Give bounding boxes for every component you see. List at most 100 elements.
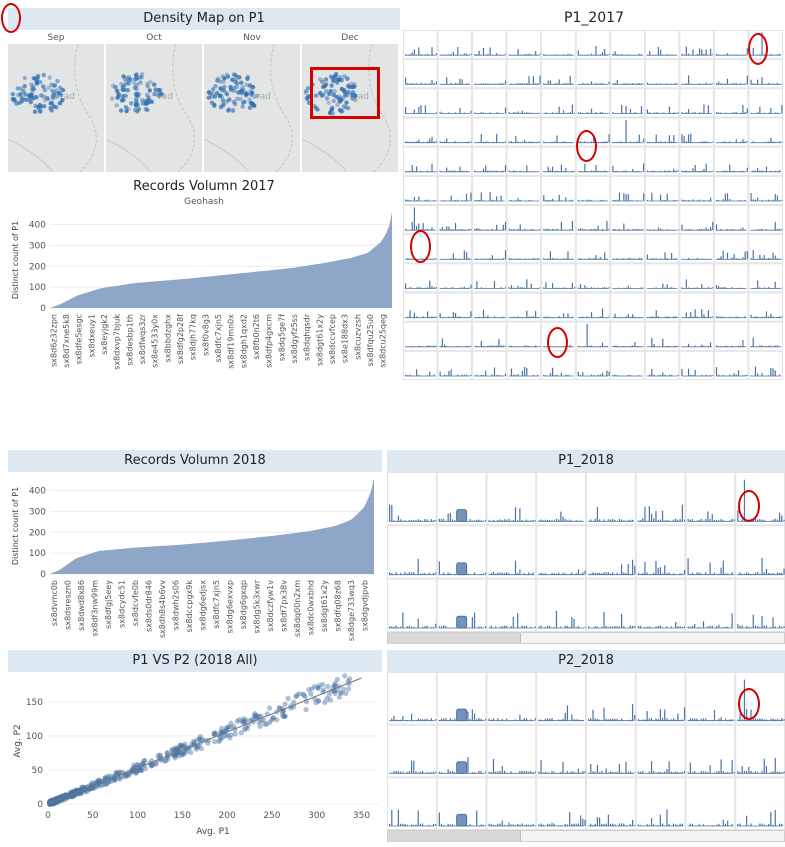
map-dot [143,106,148,112]
spark-bar [677,519,679,522]
spark-bar [774,518,776,522]
spark-bar [707,825,709,826]
spark-bar [582,719,584,721]
spark-cell [541,175,576,205]
spark-bar [560,825,562,826]
spark-bar [761,77,763,85]
spark-bar [701,374,703,376]
spark-bar [618,763,620,774]
spark-bar [519,569,521,575]
spark-bar [765,287,768,289]
spark-bar [498,258,500,260]
spark-bar [661,718,664,721]
spark-bar [616,375,618,376]
spark-bar [689,519,691,522]
spark-bar [524,83,526,85]
p2-2018-scroll-thumb[interactable] [388,831,521,841]
p1-2018-scrollbar[interactable] [387,632,785,644]
spark-bar [724,573,727,575]
spark-bar [530,229,532,231]
map-dot [320,79,325,84]
spark-bar [761,345,763,347]
spark-bar [735,112,737,114]
spark-bar [783,771,785,774]
spark-bar [433,627,435,628]
spark-bar [711,514,713,522]
spark-bar [528,53,530,56]
scatter-point [117,769,123,775]
map-dot [233,73,239,79]
spark-bar [490,625,492,628]
p1-2018-scroll-thumb[interactable] [388,633,521,643]
x-tick-label: sx8dfwqs3zr [138,313,147,364]
spark-bar [431,346,433,347]
spark-bar [640,106,643,114]
spark-bar [696,287,698,289]
spark-bar [459,107,461,114]
spark-bar [551,166,554,172]
spark-bar [429,371,431,376]
spark-bar [722,287,724,289]
spark-bar [627,374,629,376]
spark-bar [614,313,616,318]
spark-bar [740,141,742,143]
spark-bar [660,258,662,260]
spark-bar [742,104,744,114]
spark-bar [659,567,661,575]
spark-bar [457,83,459,85]
spark-bar [776,718,779,721]
spark-bar [445,718,447,721]
spark-bar [411,164,413,172]
map-dot [239,88,245,93]
spark-bar [405,171,407,172]
spark-bar [707,375,709,376]
spark-bar [469,718,471,721]
p2-2018-scrollbar[interactable] [387,830,785,842]
spark-bar [687,343,690,347]
spark-bar [513,170,515,172]
spark-cell [472,30,507,60]
spark-bar [584,346,586,347]
spark-bar [679,626,681,628]
map-dot [327,110,333,116]
spark-bar [496,375,498,376]
spark-bar [487,53,489,56]
spark-bar [461,79,463,85]
spark-bar [681,170,683,172]
scatter-point [134,768,140,774]
spark-bar [634,112,636,114]
spark-bar [528,258,530,260]
spark-bar [571,104,573,114]
x-tick-label: sx8e188dx3 [341,314,350,363]
spark-bar [489,112,491,114]
spark-bar [521,316,524,318]
spark-bar [731,171,733,172]
spark-bar [521,625,523,628]
spark-bar [664,199,666,201]
spark-bar [757,79,759,85]
spark-bar [418,223,420,231]
spark-bar [474,228,476,231]
spark-bar [673,287,675,289]
spark-bar [640,258,643,260]
spark-bar [770,137,772,143]
map-dot [41,72,47,78]
map-dot [41,84,46,89]
spark-bar [560,771,562,774]
spark-bar [664,520,666,522]
spark-bar [418,106,420,114]
spark-bar [759,254,761,260]
spark-bar [405,283,407,289]
spark-bar [586,54,588,56]
spark-bar [515,171,517,172]
spark-bar [594,771,596,774]
spark-bar [664,346,666,347]
spark-bar [411,626,413,628]
map-dot [221,79,226,85]
spark-bar [539,112,541,114]
map-dot [159,92,165,97]
x-tick-label: sx8dxvp7bjuk [113,314,122,370]
spark-bar [707,719,709,721]
spark-bar [517,228,519,231]
spark-bar [776,572,779,575]
